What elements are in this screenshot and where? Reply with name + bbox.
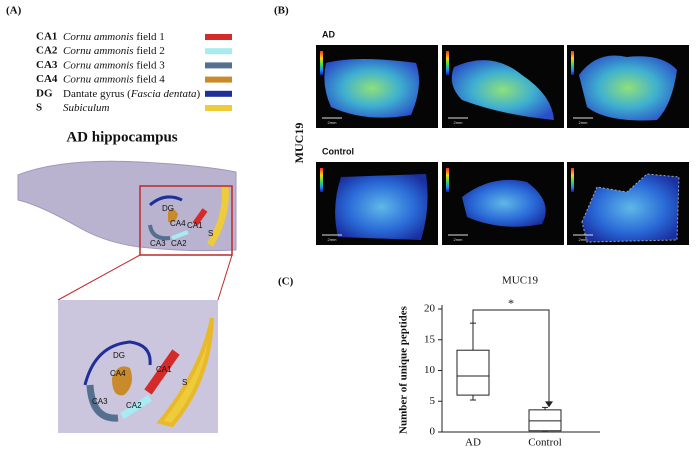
legend-text: Cornu ammonis field 1: [63, 31, 165, 43]
protein-label: MUC19: [292, 123, 306, 164]
tissue-section: [462, 179, 546, 227]
y-axis-title: Number of unique peptides: [398, 305, 410, 434]
legend-text-part: Dantate gyrus (: [63, 87, 131, 99]
legend-text-part: ): [197, 87, 201, 99]
hippocampus-zoom: DG CA4 CA1 CA3 CA2 S: [58, 300, 218, 433]
region-label: CA1: [187, 221, 203, 230]
region-label: DG: [113, 351, 125, 360]
legend-text-part: Subiculum: [63, 102, 109, 114]
region-label: CA4: [170, 219, 186, 228]
panel-label: (B): [274, 5, 289, 17]
panel-label: (A): [6, 5, 22, 17]
legend-abbr: S: [36, 102, 42, 114]
row-label: Control: [322, 146, 354, 156]
heatmaps: AD 2mm 2mm 2mm Control 2mm 2mm 2mm: [316, 29, 689, 245]
hippocampus-overview: DG CA4 CA1 CA3 CA2 S: [17, 160, 237, 256]
scale-bar-label: 2mm: [579, 237, 589, 242]
scale-bar-label: 2mm: [454, 120, 464, 125]
legend-text: Cornu ammonis field 4: [63, 73, 165, 85]
region-label: CA2: [171, 239, 187, 248]
legend-abbr: DG: [36, 87, 53, 99]
tissue-section: [579, 55, 677, 121]
legend-text-part: field 4: [134, 73, 166, 85]
legend-text-part: Cornu ammonis: [63, 59, 134, 71]
significance-label: *: [508, 296, 514, 310]
color-bar: [571, 168, 574, 192]
region-label: S: [182, 378, 187, 387]
zoom-line: [217, 254, 233, 301]
zoom-line: [57, 254, 141, 301]
y-tick-label: 15: [424, 333, 436, 345]
box: [528, 409, 562, 432]
scale-bar-label: 2mm: [328, 120, 338, 125]
region-label: DG: [162, 204, 174, 213]
y-tick-label: 20: [424, 303, 436, 315]
color-bar: [571, 51, 574, 75]
scale-bar-label: 2mm: [454, 237, 464, 242]
color-bar: [446, 51, 449, 75]
x-tick-label: Control: [528, 437, 562, 449]
legend-text-part: Cornu ammonis: [63, 73, 134, 85]
legend-swatch: [205, 48, 232, 55]
legend-abbr: CA4: [36, 73, 58, 85]
legend-text-part: field 3: [134, 59, 166, 71]
region-label: CA3: [92, 397, 108, 406]
legend-text: Subiculum: [63, 102, 109, 114]
box-plot: (C) MUC19 Number of unique peptides 0 5 10 15 2…: [278, 275, 600, 449]
legend-abbr: CA3: [36, 59, 58, 71]
tissue-section: [451, 60, 554, 120]
legend-text-part: Fascia dentata: [130, 87, 197, 99]
legend-swatch: [205, 62, 232, 69]
region-label: CA1: [156, 365, 172, 374]
color-bar: [320, 168, 323, 192]
tissue-section: [324, 59, 420, 118]
y-tick-label: 0: [430, 426, 436, 438]
legend-text-part: field 1: [134, 31, 165, 43]
y-tick-label: 10: [424, 364, 436, 376]
legend-text: Dantate gyrus (Fascia dentata): [63, 87, 201, 99]
panel-title: AD hippocampus: [66, 129, 177, 145]
legend-text-part: Cornu ammonis: [63, 31, 134, 43]
y-tick-label: 5: [430, 395, 436, 407]
legend-text: Cornu ammonis field 3: [63, 59, 165, 71]
panel-label: (C): [278, 276, 294, 288]
scale-bar-label: 2mm: [579, 120, 589, 125]
box: [456, 349, 490, 396]
color-bar: [320, 51, 323, 75]
significance-bracket: [472, 309, 550, 407]
legend-text-part: Cornu ammonis: [63, 45, 134, 57]
chart-title: MUC19: [502, 275, 539, 287]
significance-arrow: [545, 401, 553, 408]
legend-swatch: [205, 34, 232, 40]
region-label: CA2: [126, 401, 142, 410]
region-label: CA4: [110, 369, 126, 378]
tissue-section: [581, 173, 680, 243]
legend-swatch: [205, 76, 232, 83]
legend-text-part: field 2: [134, 45, 165, 57]
color-bar: [446, 168, 449, 192]
legend-abbr: CA1: [36, 31, 57, 43]
legend: CA1 Cornu ammonis field 1 CA2 Cornu ammonis…: [36, 31, 232, 114]
scale-bar-label: 2mm: [328, 237, 338, 242]
legend-abbr: CA2: [36, 45, 58, 57]
row-label: AD: [322, 29, 335, 39]
tissue-section: [335, 174, 428, 240]
legend-text: Cornu ammonis field 2: [63, 45, 165, 57]
x-tick-label: AD: [465, 437, 481, 449]
region-label: S: [208, 229, 213, 238]
legend-swatch: [205, 105, 232, 111]
region-label: CA3: [150, 239, 166, 248]
legend-swatch: [205, 90, 232, 97]
